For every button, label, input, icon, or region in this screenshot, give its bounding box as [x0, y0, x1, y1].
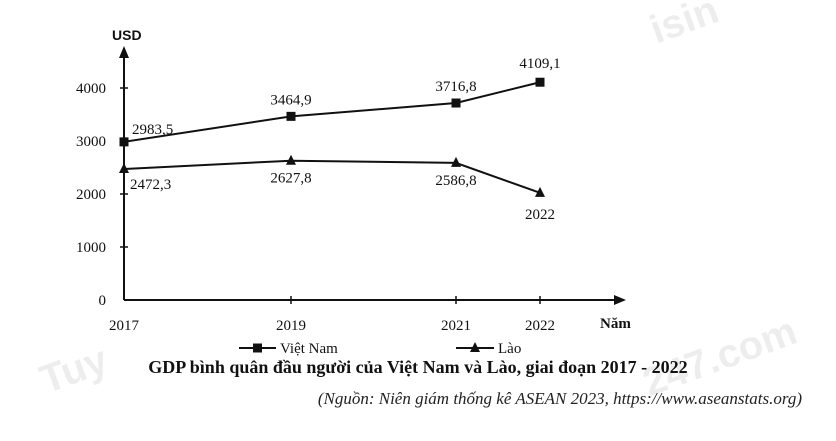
y-axis-arrow	[119, 46, 129, 58]
data-label-lao-2019: 2627,8	[270, 171, 311, 187]
line-chart: USD Năm 0 1000 2000 3000 4000 2017 2019 2021 2022 2…	[76, 27, 631, 357]
chart-caption: GDP bình quân đầu người của Việt Nam và …	[148, 357, 688, 377]
y-axis-label: USD	[112, 27, 142, 43]
data-label-lao-2022: 2022	[525, 207, 555, 223]
y-tick-label-1000: 1000	[76, 240, 106, 256]
point-viet-nam-2022	[535, 77, 545, 87]
y-tick-label-2000: 2000	[76, 187, 106, 203]
x-tick-label-2017: 2017	[109, 318, 140, 334]
point-lao-2021	[451, 156, 461, 167]
chart-source: (Nguồn: Niên giám thống kê ASEAN 2023, h…	[317, 389, 802, 408]
data-label-viet-nam-2021: 3716,8	[435, 79, 476, 95]
data-label-viet-nam-2017: 2983,5	[132, 122, 173, 138]
data-label-viet-nam-2019: 3464,9	[270, 92, 311, 108]
legend-marker-lao	[470, 342, 480, 352]
x-axis-arrow	[614, 295, 626, 305]
point-lao-2017	[119, 162, 129, 173]
point-viet-nam-2021	[451, 98, 461, 108]
point-lao-2019	[286, 154, 296, 165]
x-tick-label-2021: 2021	[441, 318, 471, 334]
legend-marker-viet-nam	[253, 343, 262, 353]
data-label-lao-2021: 2586,8	[435, 173, 476, 189]
x-tick-label-2019: 2019	[276, 318, 306, 334]
data-label-viet-nam-2022: 4109,1	[519, 56, 560, 72]
point-viet-nam-2019	[286, 111, 296, 121]
data-label-lao-2017: 2472,3	[130, 177, 171, 193]
series-line-viet-nam	[123, 81, 541, 143]
point-lao-2022	[535, 186, 545, 197]
legend-label-lao: Lào	[498, 341, 521, 357]
y-tick-label-3000: 3000	[76, 134, 106, 150]
y-tick-label-4000: 4000	[76, 81, 106, 97]
series-line-lao	[123, 159, 541, 194]
x-axis-label: Năm	[600, 316, 631, 332]
x-tick-label-2022: 2022	[525, 318, 555, 334]
legend-label-viet-nam: Việt Nam	[280, 341, 338, 357]
y-tick-label-0: 0	[99, 293, 107, 309]
point-viet-nam-2017	[119, 137, 129, 147]
